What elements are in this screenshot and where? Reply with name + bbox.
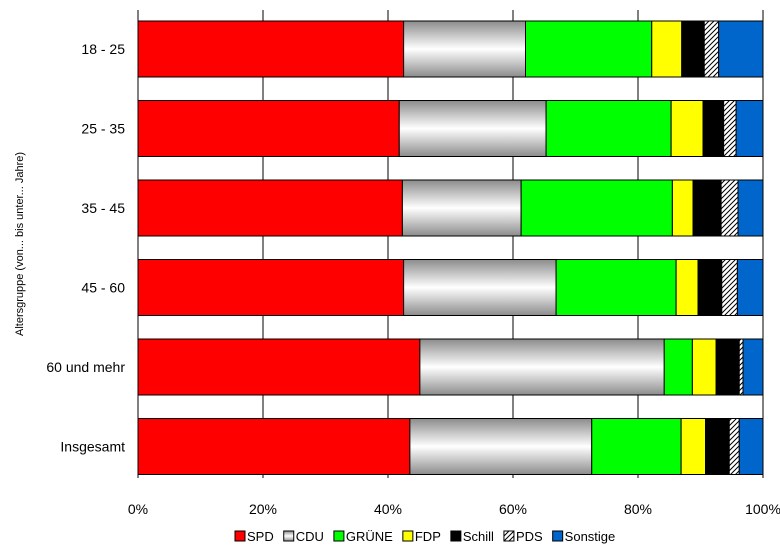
legend-label: FDP — [415, 529, 441, 544]
bar-segment-grüne — [555, 259, 677, 316]
category-label: 18 - 25 — [81, 41, 125, 57]
y-axis-category-labels: 18 - 25 25 - 35 35 - 45 45 - 60 60 und mehr I… — [46, 41, 125, 455]
legend-label: PDS — [516, 529, 543, 544]
bar-segment-fdp — [680, 418, 706, 475]
bar-segment-pds — [728, 418, 740, 475]
bar-segment-fdp — [675, 259, 699, 316]
x-tick-label: 60% — [499, 501, 527, 517]
bar-segment-sonstige — [737, 179, 764, 237]
x-tick-label: 80% — [624, 501, 652, 517]
legend-label: CDU — [296, 529, 324, 544]
legend-swatch-cdu — [283, 530, 295, 542]
bar-segment-grüne — [591, 418, 682, 475]
bar-segment-pds — [721, 259, 738, 316]
bar-segment-sonstige — [736, 259, 764, 316]
category-label: 60 und mehr — [46, 359, 125, 375]
bar-segment-pds — [703, 20, 720, 78]
bar-segment-spd — [137, 259, 405, 316]
legend-label: Schill — [463, 529, 494, 544]
legend-swatch-sonstige — [552, 530, 564, 542]
bar-segment-grüne — [545, 100, 672, 157]
bar-segment-cdu — [401, 179, 522, 237]
bar-segment-sonstige — [735, 100, 764, 157]
gridlines — [137, 10, 764, 478]
bar-segment-schill — [715, 338, 740, 396]
bar-segment-fdp — [671, 179, 694, 237]
bar-segment-schill — [681, 20, 705, 78]
legend-label: SPD — [247, 529, 274, 544]
legend-swatch-spd — [234, 530, 246, 542]
legend-swatch-grüne — [333, 530, 345, 542]
bar-segment-grüne — [525, 20, 653, 78]
bar-segment-grüne — [520, 179, 673, 237]
legend-label: GRÜNE — [346, 529, 393, 544]
bar-segment-spd — [137, 100, 400, 157]
bar-segment-sonstige — [742, 338, 764, 396]
x-axis-tick-labels: 0% 20% 40% 60% 80% 100% — [128, 501, 780, 517]
bar-segment-fdp — [691, 338, 717, 396]
bar-segment-spd — [137, 338, 421, 396]
bar-segment-cdu — [409, 418, 593, 475]
legend: SPD CDU GRÜNE FDP Schill PDS Sonstige — [234, 529, 616, 544]
bar-segment-cdu — [403, 259, 557, 316]
bar-segment-pds — [738, 338, 744, 396]
bar-segment-pds — [723, 100, 737, 157]
x-tick-label: 40% — [374, 501, 402, 517]
bar-segment-fdp — [670, 100, 704, 157]
legend-swatch-pds — [503, 530, 515, 542]
bar-segment-spd — [137, 179, 403, 237]
bar-segment-grüne — [663, 338, 693, 396]
bar-segment-cdu — [398, 100, 547, 157]
category-label: 35 - 45 — [81, 200, 125, 216]
x-tick-label: 100% — [745, 501, 780, 517]
bar-segment-cdu — [403, 20, 526, 78]
bar-segment-schill — [697, 259, 723, 316]
bar-segment-schill — [692, 179, 722, 237]
y-axis-title: Altersgruppe (von... bis unter... Jahre) — [14, 152, 26, 336]
bar-segment-sonstige — [738, 418, 764, 475]
bar-segment-spd — [137, 418, 411, 475]
category-label: 25 - 35 — [81, 121, 125, 137]
bar-segment-schill — [705, 418, 730, 475]
category-label: Insgesamt — [60, 439, 125, 455]
bar-segment-pds — [720, 179, 739, 237]
x-tick-label: 0% — [128, 501, 148, 517]
bars — [137, 20, 764, 475]
bar-segment-spd — [137, 20, 405, 78]
bar-segment-sonstige — [718, 20, 764, 78]
category-label: 45 - 60 — [81, 280, 125, 296]
bar-segment-fdp — [651, 20, 683, 78]
legend-swatch-fdp — [402, 530, 414, 542]
x-tick-label: 20% — [249, 501, 277, 517]
bar-segment-cdu — [419, 338, 665, 396]
legend-swatch-schill — [450, 530, 462, 542]
bar-segment-schill — [702, 100, 725, 157]
legend-label: Sonstige — [565, 529, 616, 544]
